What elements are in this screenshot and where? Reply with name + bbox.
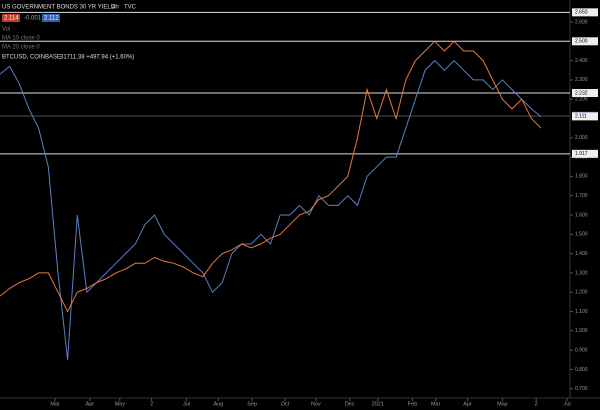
header-change: -0.001 — [24, 16, 42, 22]
level-box — [572, 149, 598, 158]
x-tick-label: Mar — [431, 401, 441, 407]
series-line — [0, 59, 542, 360]
y-tick-label: 0.700 — [575, 386, 588, 392]
indicator: MA 20 close 0 — [2, 45, 40, 51]
x-tick-label: 2 — [535, 401, 538, 407]
y-tick-label: 0.800 — [575, 367, 588, 373]
x-tick-label: 2 — [150, 401, 153, 407]
x-tick-label: Nov — [311, 401, 321, 407]
x-tick-label: Feb — [408, 401, 417, 407]
x-tick-label: Jul — [183, 401, 190, 407]
indicator: MA 10 close 0 — [2, 36, 40, 42]
x-tick-label: Aug — [213, 401, 223, 407]
ask-box — [42, 14, 60, 22]
x-tick-label: May — [115, 401, 126, 407]
header-ask: 2.112 — [44, 16, 59, 22]
indicator: Vol — [2, 27, 10, 33]
y-tick-label: 2.000 — [575, 135, 588, 141]
x-tick-label: Apr — [86, 401, 95, 407]
y-tick-label: 1.500 — [575, 232, 588, 238]
y-tick-label: 1.700 — [575, 193, 588, 199]
y-tick-label: 1.000 — [575, 328, 588, 334]
x-tick-label: Oct — [281, 401, 290, 407]
level-label: 2.500 — [575, 39, 588, 45]
header-price: 2.114 — [4, 16, 19, 22]
x-tick-label: Sep — [247, 401, 257, 407]
price-box — [2, 14, 20, 22]
y-tick-label: 1.200 — [575, 290, 588, 296]
y-tick-label: 1.100 — [575, 309, 588, 315]
x-tick-label: Jul — [564, 401, 571, 407]
y-tick-label: 1.800 — [575, 174, 588, 180]
x-tick-label: Dec — [345, 401, 355, 407]
series-line — [0, 40, 542, 313]
level-label: 2.232 — [575, 90, 588, 96]
level-box — [572, 112, 598, 121]
y-tick-label: 2.600 — [575, 19, 588, 25]
y-tick-label: 2.300 — [575, 77, 588, 83]
level-label: 2.650 — [575, 10, 588, 16]
y-tick-label: 1.600 — [575, 212, 588, 218]
y-tick-label: 1.300 — [575, 270, 588, 276]
btc-last: 31711.38 +497.94 (+1.60%) — [60, 55, 134, 61]
level-box — [572, 37, 598, 46]
y-tick-label: 1.400 — [575, 251, 588, 257]
x-tick-label: Mar — [50, 401, 60, 407]
legend-entry: BTCUSD, COINBASE — [2, 55, 61, 61]
interval: 4h — [112, 5, 119, 11]
level-box — [572, 8, 598, 17]
level-label: 1.917 — [575, 151, 588, 157]
level-box — [572, 89, 598, 98]
x-tick-label: 2021 — [372, 401, 384, 407]
y-tick-label: 0.900 — [575, 347, 588, 353]
x-tick-label: Apr — [463, 401, 472, 407]
y-tick-label: 2.400 — [575, 58, 588, 64]
source: TVC — [124, 5, 137, 11]
chart-title: US GOVERNMENT BONDS 30 YR YIELD — [2, 5, 116, 11]
y-tick-label: 2.200 — [575, 97, 588, 103]
level-label: 2.111 — [575, 114, 587, 120]
x-tick-label: May — [497, 401, 508, 407]
